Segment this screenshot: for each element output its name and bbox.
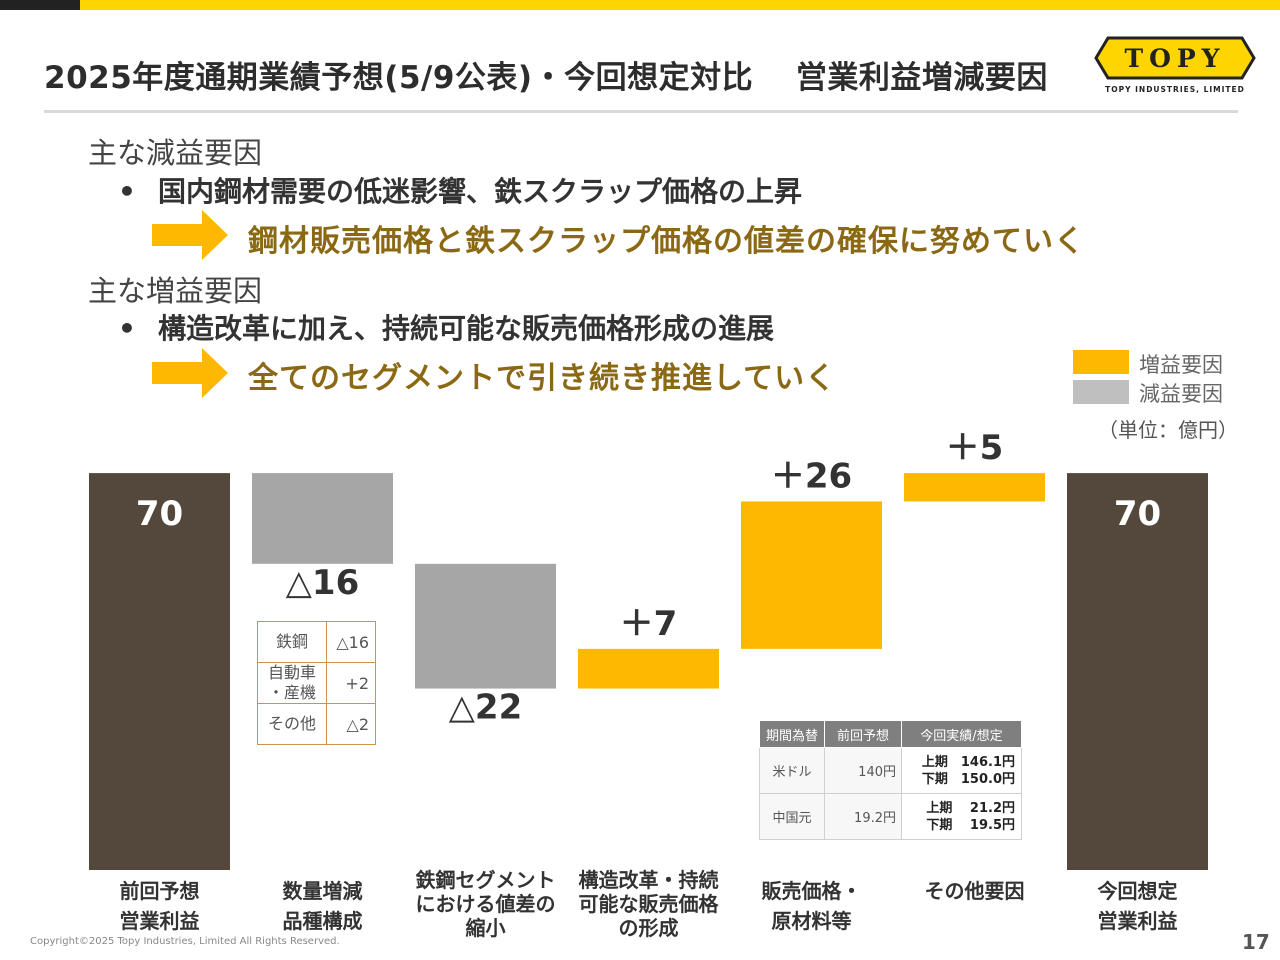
segment-row: 鉄鋼 △16	[257, 621, 376, 663]
increase-bullet: • 構造改革に加え、持続可能な販売価格形成の進展	[118, 307, 774, 347]
decrease-bullet-text: 国内鋼材需要の低迷影響、鉄スクラップ価格の上昇	[158, 175, 803, 208]
fx-row: 中国元 19.2円 上期 21.2円 下期 19.5円	[759, 793, 1022, 840]
fx-previous: 140円	[824, 747, 902, 794]
fx-rate-table: 期間為替 前回予想 今回実績/想定 米ドル 140円 上期 146.1円 下期 150.0…	[759, 720, 1022, 840]
title-divider	[44, 110, 1238, 113]
page-title: 2025年度通期業績予想(5/9公表)・今回想定対比 営業利益増減要因	[44, 60, 1048, 96]
fx-header: 今回実績/想定	[901, 720, 1022, 748]
fx-current: 上期 146.1円 下期 150.0円	[901, 747, 1022, 794]
increase-action-text: 全てのセグメントで引き続き推進していく	[248, 361, 837, 396]
waterfall-value-label-5: ＋26	[771, 456, 852, 496]
decrease-action-text: 鋼材販売価格と鉄スクラップ価格の値差の確保に努めていく	[248, 224, 1085, 259]
waterfall-bar-4	[578, 648, 719, 689]
increase-factors-heading: 主な増益要因	[88, 274, 263, 308]
segment-row: 自動車 ・産機 +2	[257, 662, 376, 704]
decrease-factors-heading: 主な減益要因	[88, 136, 263, 170]
waterfall-value-label-2: △16	[286, 563, 359, 603]
segment-row: その他 △2	[257, 703, 376, 745]
waterfall-bar-5	[741, 501, 882, 649]
bullet-mark: •	[118, 175, 136, 208]
copyright-notice: Copyright©2025 Topy Industries, Limited …	[30, 936, 340, 947]
waterfall-bar-3	[415, 563, 556, 689]
category-label-1: 前回予想 営業利益	[119, 879, 200, 933]
fx-header: 期間為替	[759, 720, 825, 748]
segment-label: その他	[257, 703, 327, 745]
waterfall-bar-7	[1067, 473, 1208, 870]
segment-value: △2	[326, 703, 376, 745]
legend-increase-swatch	[1073, 350, 1129, 374]
increase-bullet-text: 構造改革に加え、持続可能な販売価格形成の進展	[158, 312, 775, 345]
category-label-4: 構造改革・持続 可能な販売価格 の形成	[578, 868, 719, 940]
fx-currency: 中国元	[759, 793, 825, 840]
legend-increase-label: 増益要因	[1139, 353, 1223, 377]
fx-previous: 19.2円	[824, 793, 902, 840]
segment-label: 鉄鋼	[257, 621, 327, 663]
waterfall-bar-1	[89, 473, 230, 870]
fx-row: 米ドル 140円 上期 146.1円 下期 150.0円	[759, 747, 1022, 794]
category-label-2: 数量増減 品種構成	[282, 879, 363, 933]
arrow-icon	[152, 348, 228, 398]
waterfall-bar-2	[252, 473, 393, 564]
arrow-icon	[152, 210, 228, 260]
waterfall-value-label-7: 70	[1114, 494, 1161, 534]
waterfall-bar-6	[904, 473, 1045, 502]
segment-value: △16	[326, 621, 376, 663]
logo-wordmark: TOPY	[1124, 44, 1225, 73]
topy-logo: TOPY TOPY INDUSTRIES, LIMITED	[1094, 36, 1256, 94]
category-label-5: 販売価格・ 原材料等	[761, 879, 862, 933]
category-label-6: その他要因	[924, 879, 1025, 903]
logo-subtext: TOPY INDUSTRIES, LIMITED	[1105, 85, 1245, 94]
legend-decrease-swatch	[1073, 380, 1129, 404]
segment-label: 自動車 ・産機	[257, 662, 327, 704]
segment-value: +2	[326, 662, 376, 704]
category-label-3: 鉄鋼セグメント における値差の 縮小	[415, 868, 556, 940]
decrease-bullet: • 国内鋼材需要の低迷影響、鉄スクラップ価格の上昇	[118, 170, 802, 210]
category-label-7: 今回想定 営業利益	[1097, 879, 1178, 933]
fx-current: 上期 21.2円 下期 19.5円	[901, 793, 1022, 840]
waterfall-value-label-6: ＋5	[946, 428, 1004, 468]
top-accent-bar-yellow	[80, 0, 1280, 10]
waterfall-value-label-3: △22	[449, 688, 522, 728]
unit-label: （単位：億円）	[1098, 418, 1238, 442]
segment-breakdown-table: 鉄鋼 △16 自動車 ・産機 +2 その他 △2	[257, 621, 376, 745]
waterfall-value-label-1: 70	[136, 494, 183, 534]
fx-currency: 米ドル	[759, 747, 825, 794]
top-accent-bar-dark	[0, 0, 80, 10]
bullet-mark: •	[118, 312, 136, 345]
fx-header: 前回予想	[824, 720, 902, 748]
waterfall-value-label-4: ＋7	[620, 604, 678, 644]
page-number: 17	[1242, 930, 1270, 954]
legend-decrease-label: 減益要因	[1139, 382, 1223, 406]
